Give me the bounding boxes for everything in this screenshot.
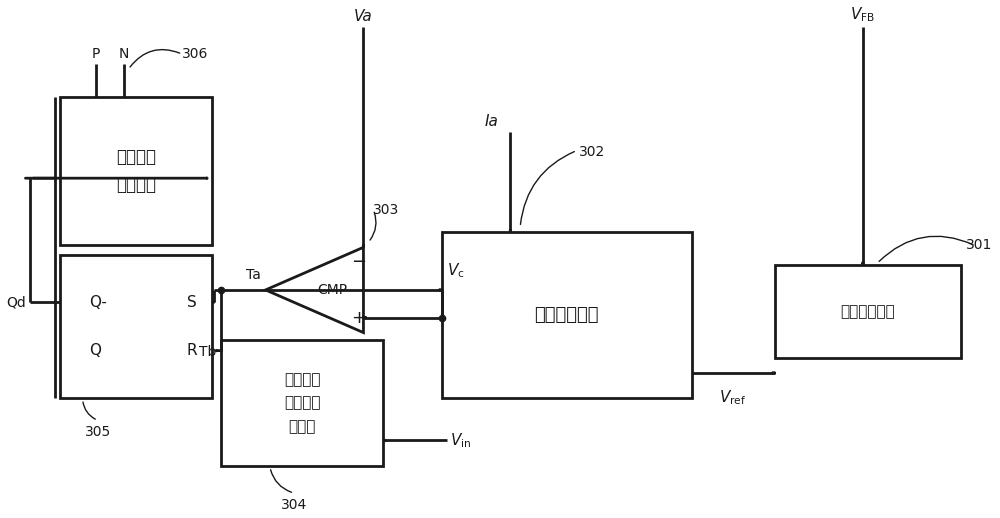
Text: P: P bbox=[92, 47, 100, 61]
Text: 动态加速电路: 动态加速电路 bbox=[534, 306, 599, 324]
Text: 305: 305 bbox=[85, 425, 111, 439]
Text: 306: 306 bbox=[182, 47, 209, 61]
Text: Qd: Qd bbox=[6, 295, 26, 309]
Text: 303: 303 bbox=[373, 203, 400, 217]
Text: 带隙基准电路: 带隙基准电路 bbox=[840, 304, 895, 319]
Text: $V_{\rm in}$: $V_{\rm in}$ bbox=[450, 431, 471, 450]
Text: $V_{\rm FB}$: $V_{\rm FB}$ bbox=[850, 5, 875, 24]
Text: 非交叠与
驱动电路: 非交叠与 驱动电路 bbox=[116, 148, 156, 194]
Text: 302: 302 bbox=[579, 145, 605, 159]
Text: Ta: Ta bbox=[246, 268, 261, 282]
Text: $V_{\rm ref}$: $V_{\rm ref}$ bbox=[719, 388, 747, 407]
Text: 301: 301 bbox=[966, 238, 992, 252]
Text: 304: 304 bbox=[281, 498, 307, 512]
Text: R: R bbox=[187, 343, 197, 358]
Bar bbox=[221, 340, 383, 466]
Text: Q-: Q- bbox=[89, 295, 107, 310]
Text: $V_{\rm c}$: $V_{\rm c}$ bbox=[447, 261, 464, 280]
Bar bbox=[442, 232, 692, 398]
Bar bbox=[60, 255, 212, 398]
Text: +: + bbox=[351, 309, 366, 326]
Text: Tb: Tb bbox=[199, 345, 217, 359]
Text: N: N bbox=[118, 47, 129, 61]
Text: CMP: CMP bbox=[317, 283, 347, 297]
Bar bbox=[775, 265, 961, 357]
Bar bbox=[60, 97, 212, 245]
Text: Q: Q bbox=[89, 343, 101, 358]
Text: Ia: Ia bbox=[485, 114, 499, 130]
Text: Va: Va bbox=[354, 9, 373, 24]
Text: −: − bbox=[351, 253, 366, 271]
Text: 自适应导
通时间产
生电路: 自适应导 通时间产 生电路 bbox=[284, 372, 321, 434]
Text: S: S bbox=[187, 295, 197, 310]
